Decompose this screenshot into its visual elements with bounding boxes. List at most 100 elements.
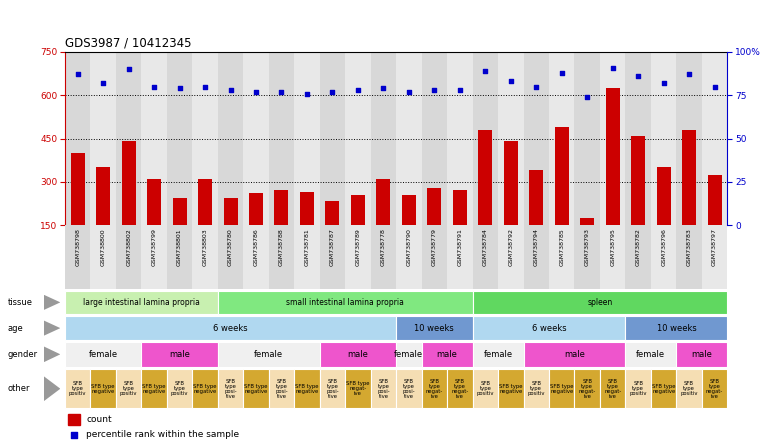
Text: GSM738779: GSM738779 bbox=[432, 228, 437, 266]
Bar bbox=[65, 342, 141, 367]
Bar bbox=[198, 179, 212, 269]
Bar bbox=[422, 369, 447, 408]
Point bbox=[454, 87, 466, 94]
Text: female: female bbox=[89, 350, 118, 359]
Bar bbox=[422, 225, 447, 289]
Bar bbox=[631, 136, 645, 269]
Bar bbox=[193, 369, 218, 408]
Text: SFB
type
posi-
tive: SFB type posi- tive bbox=[403, 379, 415, 399]
Text: SFB
type
posi-
tive: SFB type posi- tive bbox=[224, 379, 237, 399]
Bar bbox=[523, 225, 549, 289]
Text: male: male bbox=[169, 350, 190, 359]
Point bbox=[326, 88, 338, 95]
Text: SFB
type
positiv: SFB type positiv bbox=[681, 381, 698, 396]
Text: GSM738802: GSM738802 bbox=[126, 228, 131, 266]
Text: SFB
type
negat-
ive: SFB type negat- ive bbox=[604, 379, 621, 399]
Bar bbox=[167, 225, 193, 289]
Polygon shape bbox=[44, 321, 60, 336]
Bar bbox=[65, 316, 396, 340]
Bar bbox=[600, 369, 626, 408]
Text: SFB
type
posi-
tive: SFB type posi- tive bbox=[326, 379, 338, 399]
Text: SFB
type
negat-
ive: SFB type negat- ive bbox=[706, 379, 724, 399]
Text: female: female bbox=[636, 350, 665, 359]
Bar bbox=[676, 225, 702, 289]
Point bbox=[225, 87, 237, 94]
Point bbox=[505, 78, 517, 85]
Text: GSM738785: GSM738785 bbox=[559, 228, 565, 266]
Text: female: female bbox=[254, 350, 283, 359]
Bar bbox=[193, 225, 218, 289]
Bar bbox=[575, 52, 600, 225]
Text: GSM738799: GSM738799 bbox=[151, 228, 157, 266]
Bar bbox=[96, 167, 110, 269]
Text: GSM738778: GSM738778 bbox=[381, 228, 386, 266]
Bar bbox=[243, 369, 269, 408]
Text: SFB
type
negat-
ive: SFB type negat- ive bbox=[426, 379, 443, 399]
Bar bbox=[300, 192, 314, 269]
Bar bbox=[427, 188, 442, 269]
Text: SFB
type
posi-
tive: SFB type posi- tive bbox=[377, 379, 390, 399]
Text: SFB type
negative: SFB type negative bbox=[92, 384, 115, 394]
Polygon shape bbox=[44, 376, 60, 401]
Point bbox=[607, 64, 619, 71]
Bar bbox=[549, 52, 575, 225]
Bar bbox=[447, 52, 473, 225]
Bar bbox=[580, 218, 594, 269]
Bar bbox=[218, 290, 473, 314]
Point bbox=[530, 83, 542, 90]
Bar bbox=[626, 316, 727, 340]
Text: GSM738794: GSM738794 bbox=[534, 228, 539, 266]
Bar bbox=[345, 369, 371, 408]
Bar bbox=[249, 194, 263, 269]
Bar bbox=[90, 225, 116, 289]
Bar bbox=[71, 153, 85, 269]
Text: GSM738798: GSM738798 bbox=[75, 228, 80, 266]
Bar bbox=[269, 52, 294, 225]
Bar bbox=[626, 52, 651, 225]
Text: male: male bbox=[348, 350, 368, 359]
Point bbox=[275, 88, 287, 95]
Bar bbox=[447, 225, 473, 289]
Bar bbox=[702, 225, 727, 289]
Bar bbox=[325, 201, 339, 269]
Bar bbox=[523, 52, 549, 225]
Text: 6 weeks: 6 weeks bbox=[213, 324, 248, 333]
Text: SFB type
negative: SFB type negative bbox=[142, 384, 166, 394]
Text: GSM738789: GSM738789 bbox=[355, 228, 361, 266]
Text: SFB
type
posi-
tive: SFB type posi- tive bbox=[275, 379, 288, 399]
Point bbox=[658, 79, 670, 87]
Point bbox=[403, 88, 415, 95]
Bar bbox=[274, 190, 289, 269]
Bar bbox=[243, 225, 269, 289]
Text: SFB type
negative: SFB type negative bbox=[652, 384, 675, 394]
Bar bbox=[116, 369, 141, 408]
Bar bbox=[345, 52, 371, 225]
Point bbox=[173, 85, 186, 92]
Bar bbox=[478, 130, 492, 269]
Bar bbox=[294, 225, 319, 289]
Point bbox=[377, 85, 390, 92]
Text: GSM738781: GSM738781 bbox=[305, 228, 309, 266]
Text: large intestinal lamina propria: large intestinal lamina propria bbox=[83, 298, 200, 307]
Text: GSM738791: GSM738791 bbox=[458, 228, 462, 266]
Point bbox=[199, 83, 211, 90]
Text: GSM738801: GSM738801 bbox=[177, 228, 182, 266]
Bar bbox=[377, 179, 390, 269]
Bar bbox=[422, 52, 447, 225]
Bar bbox=[473, 52, 498, 225]
Bar bbox=[453, 190, 467, 269]
Bar bbox=[294, 369, 319, 408]
Bar bbox=[345, 225, 371, 289]
Point bbox=[68, 431, 80, 438]
Bar bbox=[65, 369, 90, 408]
Text: SFB
type
positiv: SFB type positiv bbox=[527, 381, 545, 396]
Bar bbox=[147, 179, 161, 269]
Bar bbox=[141, 342, 218, 367]
Text: gender: gender bbox=[8, 350, 37, 359]
Bar bbox=[371, 225, 396, 289]
Bar bbox=[447, 369, 473, 408]
Bar bbox=[218, 369, 243, 408]
Bar bbox=[523, 369, 549, 408]
Bar bbox=[498, 369, 523, 408]
Bar bbox=[473, 225, 498, 289]
